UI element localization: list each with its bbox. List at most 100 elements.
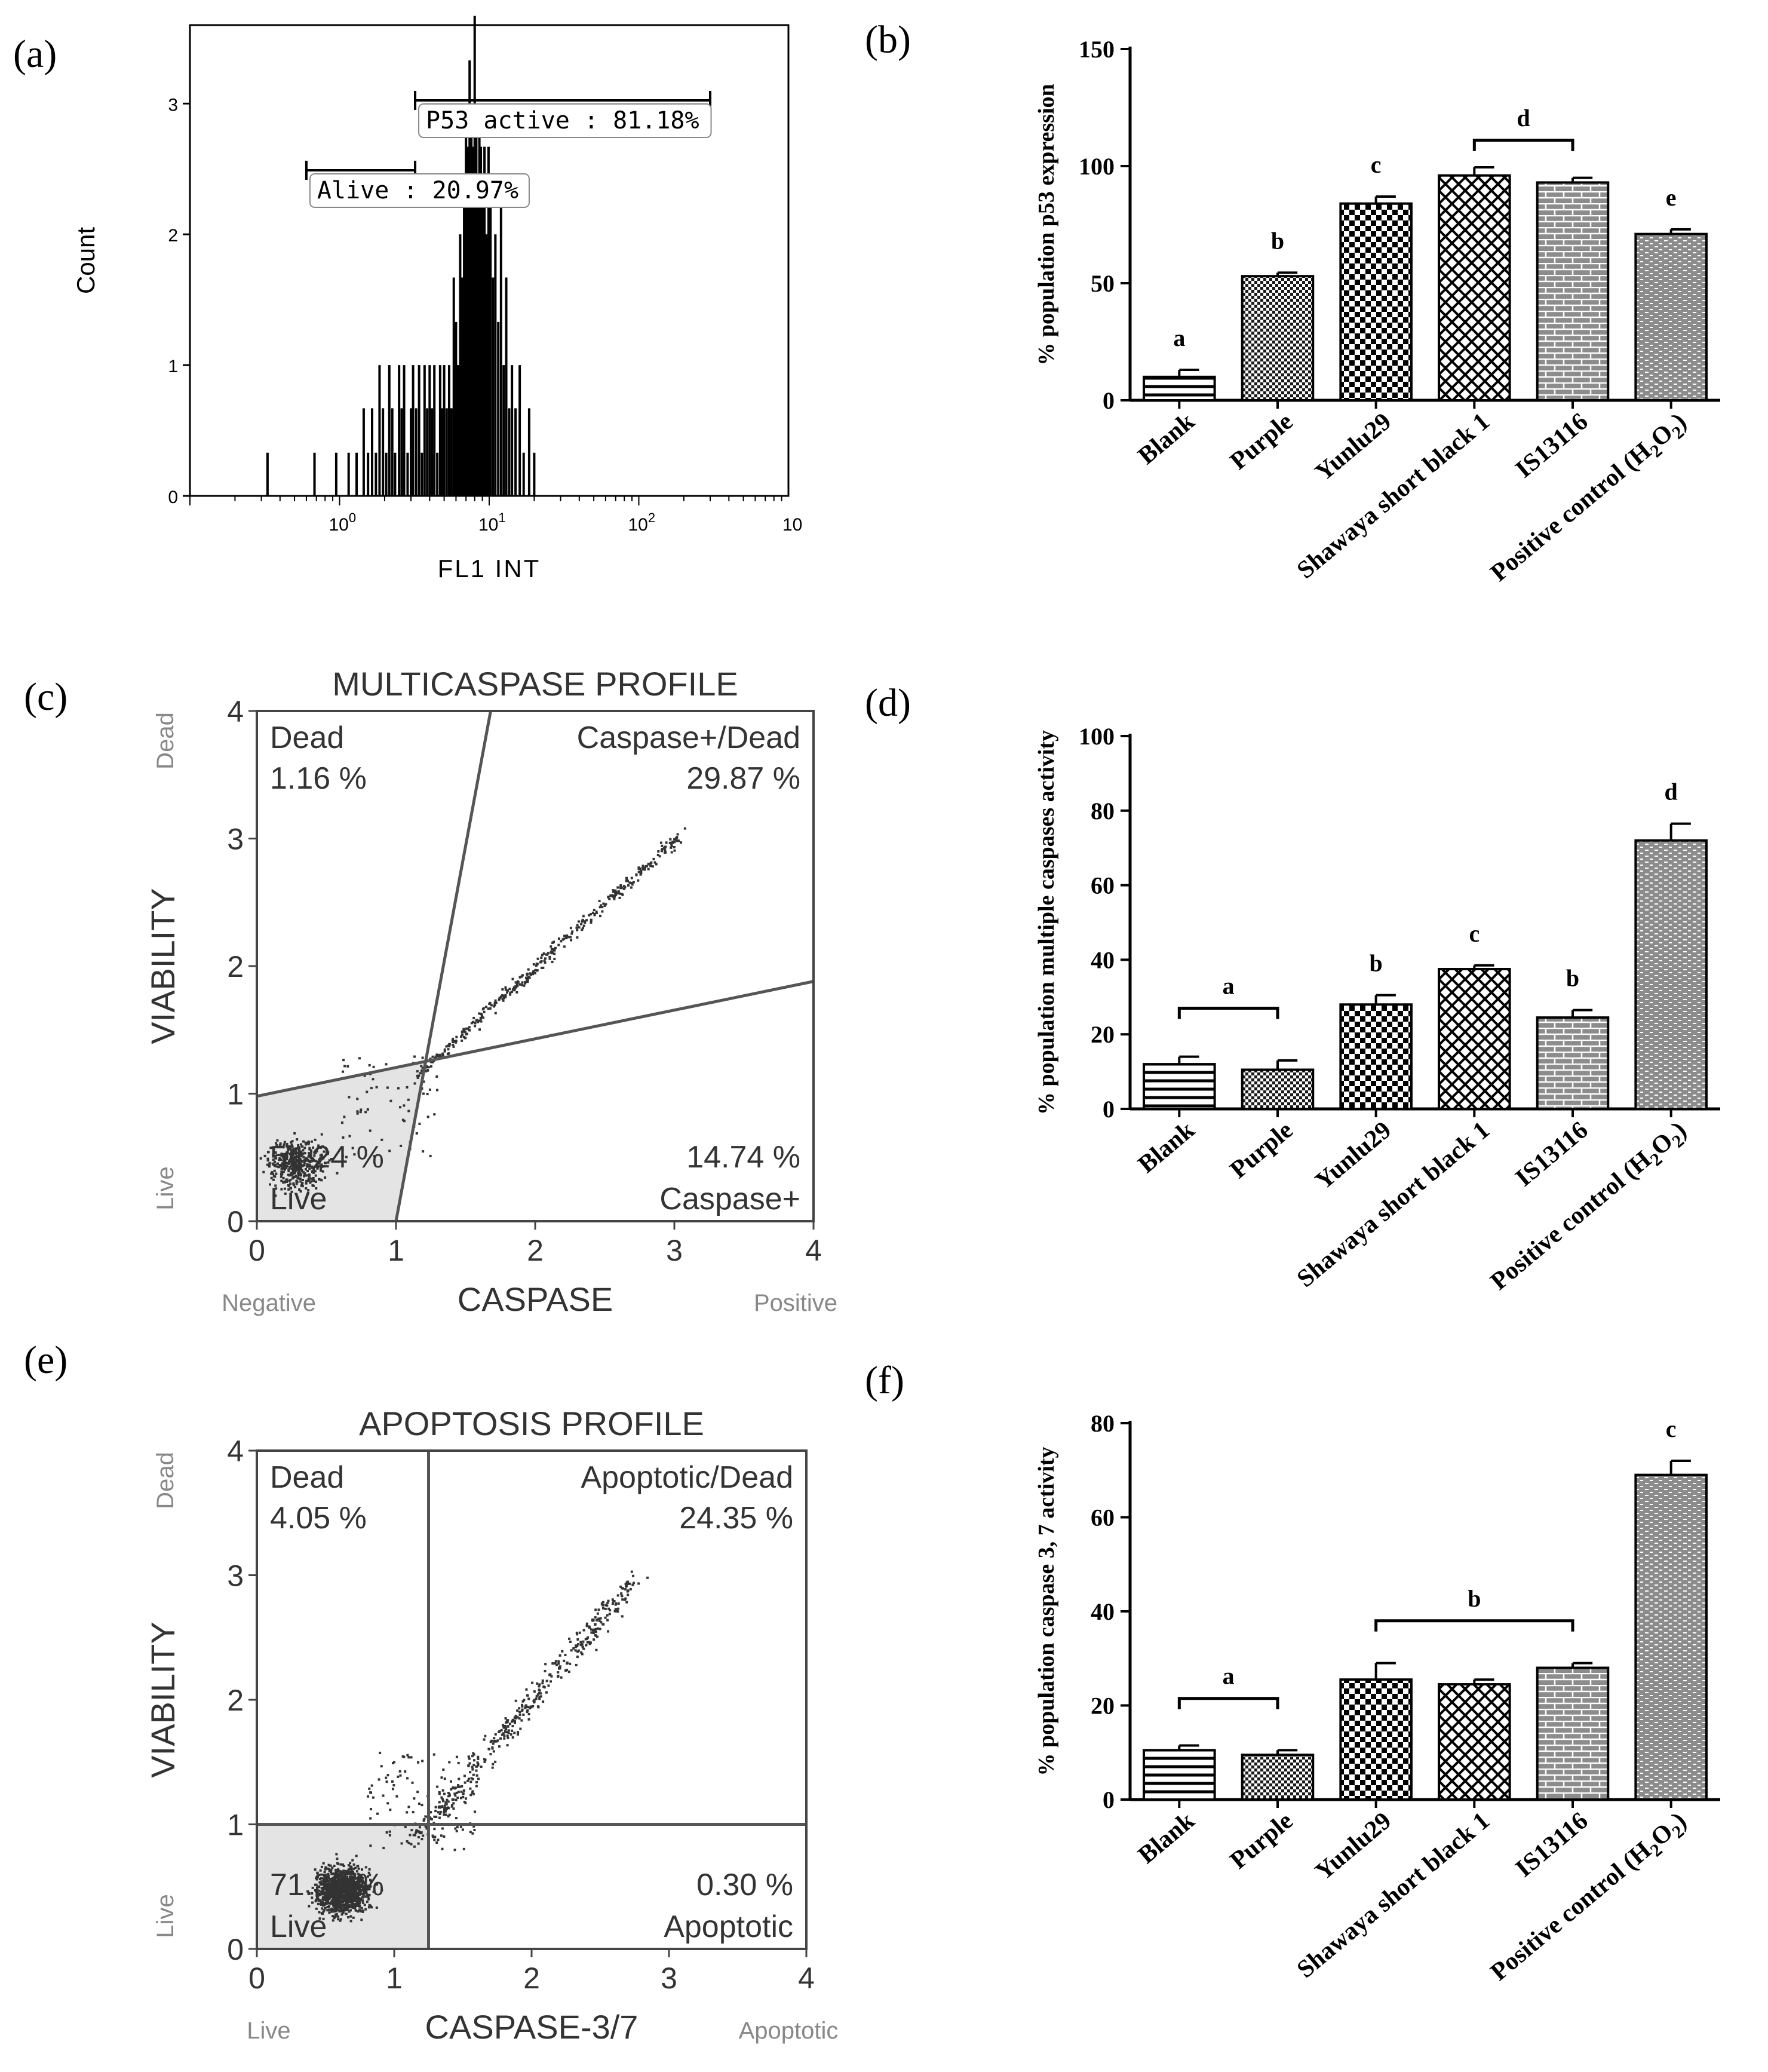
event-point (433, 1113, 435, 1115)
y-tick-label: 0 (1103, 1096, 1115, 1123)
event-point (568, 1638, 570, 1640)
event-point (427, 1115, 429, 1118)
event-point (343, 1115, 345, 1118)
y-end-label-low: Live (152, 1894, 179, 1938)
event-point (480, 1766, 483, 1768)
event-point (400, 1774, 402, 1777)
event-point (627, 1590, 629, 1593)
event-point (547, 1684, 550, 1687)
event-point (594, 1634, 597, 1636)
event-point (472, 1017, 475, 1019)
bar-chart-panel-f: 020406080% population caspase 3, 7 activ… (1034, 1410, 1720, 1990)
event-point (455, 1799, 458, 1801)
event-point (385, 1777, 387, 1779)
event-point (386, 1802, 389, 1804)
event-point (504, 1725, 507, 1728)
event-point (352, 1917, 355, 1919)
event-point (560, 1676, 563, 1679)
event-point (501, 988, 504, 991)
event-point (386, 1780, 388, 1783)
event-point (595, 1630, 597, 1633)
event-point (507, 1744, 509, 1746)
event-point (378, 1778, 380, 1780)
event-point (474, 1025, 476, 1027)
event-point (526, 973, 528, 976)
category-label: Purple (1225, 1807, 1299, 1874)
event-point (386, 1086, 389, 1089)
event-point (586, 1625, 588, 1627)
event-point (360, 1111, 362, 1113)
event-point (515, 1715, 517, 1717)
event-point (410, 1829, 413, 1831)
event-point (336, 1858, 338, 1860)
event-point (576, 924, 579, 927)
event-point (570, 927, 572, 929)
event-point (563, 1660, 565, 1662)
event-point (506, 991, 508, 994)
event-point (519, 1728, 521, 1730)
event-point (576, 1656, 579, 1658)
event-point (484, 1735, 486, 1737)
event-point (538, 1683, 541, 1685)
event-point (349, 1862, 351, 1864)
event-point (471, 1022, 473, 1024)
event-point (328, 1911, 330, 1914)
event-point (455, 1036, 458, 1038)
event-point (343, 1865, 345, 1867)
significance-letter: c (1666, 1415, 1677, 1442)
event-point (630, 887, 633, 889)
event-point (435, 1816, 437, 1818)
event-point (637, 866, 640, 869)
quadrant-gate-line (396, 711, 490, 1221)
event-point (444, 1810, 447, 1813)
event-point (504, 1730, 507, 1733)
y-tick-label: 40 (1091, 1598, 1115, 1625)
event-point (428, 1066, 430, 1068)
event-point (422, 1093, 425, 1095)
event-point (624, 1598, 627, 1600)
event-point (462, 1028, 465, 1030)
event-point (529, 972, 532, 974)
event-point (569, 936, 572, 939)
category-label: Blank (1133, 1116, 1200, 1179)
event-point (671, 851, 673, 853)
event-point (507, 1731, 509, 1734)
event-point (460, 1826, 462, 1828)
event-point (382, 1847, 385, 1849)
y-axis-label: VIABILITY (144, 1622, 182, 1777)
event-point (337, 1909, 339, 1911)
event-point (437, 1838, 439, 1841)
event-point (652, 865, 654, 868)
event-point (534, 972, 536, 974)
panel-label-b: (b) (865, 18, 911, 62)
event-point (442, 1768, 444, 1771)
event-point (588, 1626, 591, 1629)
event-point (541, 960, 543, 963)
event-point (429, 1155, 432, 1157)
event-point (566, 1662, 569, 1664)
event-point (400, 1145, 402, 1147)
event-point (521, 1709, 524, 1711)
event-point (505, 1717, 507, 1719)
event-point (684, 827, 686, 830)
event-point (582, 915, 585, 917)
event-point (582, 1641, 584, 1643)
event-point (360, 1108, 362, 1111)
event-point (342, 1059, 345, 1061)
event-point (420, 1065, 422, 1067)
event-point (358, 1057, 361, 1059)
event-point (493, 1004, 496, 1006)
event-point (483, 1739, 486, 1741)
event-point (601, 911, 603, 913)
event-point (614, 893, 616, 896)
event-point (420, 1831, 423, 1834)
event-point (566, 934, 568, 937)
event-point (592, 912, 594, 914)
event-point (416, 1075, 419, 1077)
event-point (583, 925, 585, 927)
event-point (627, 1593, 629, 1596)
event-point (609, 1609, 611, 1611)
event-point (426, 1093, 429, 1095)
event-point (389, 1809, 391, 1811)
event-point (332, 1904, 334, 1906)
